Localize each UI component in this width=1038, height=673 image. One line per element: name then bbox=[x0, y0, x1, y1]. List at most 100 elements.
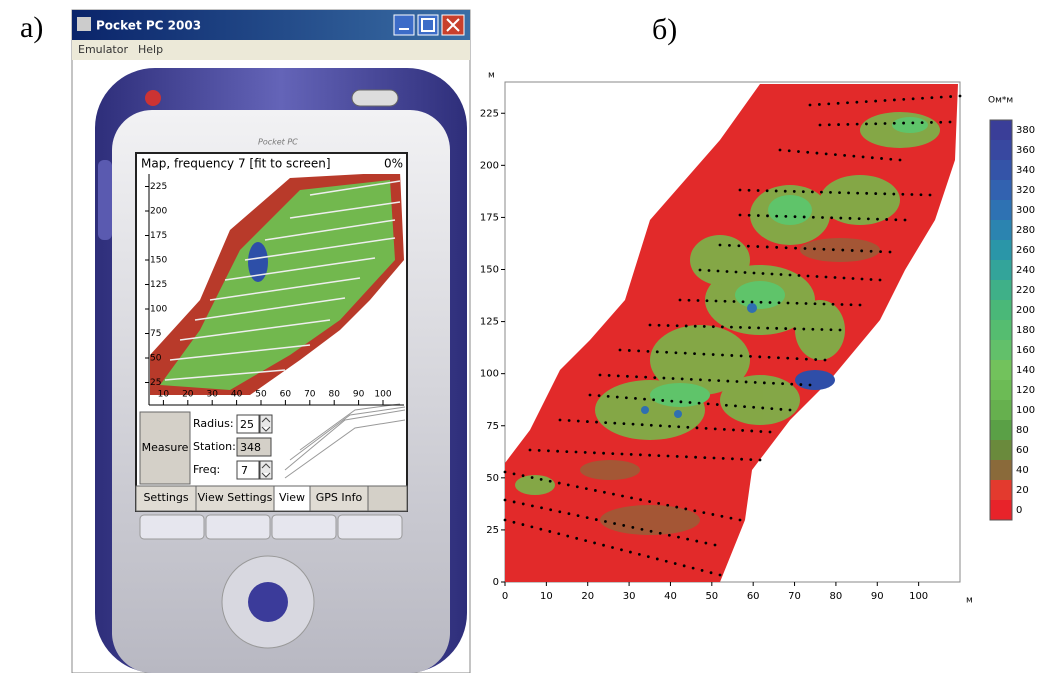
screen-y-tick-label: 225 bbox=[150, 182, 167, 192]
measurement-point bbox=[852, 155, 855, 158]
measurement-point bbox=[721, 326, 724, 329]
measurement-point bbox=[740, 355, 743, 358]
nav-center[interactable] bbox=[248, 582, 288, 622]
measurement-point bbox=[683, 564, 686, 567]
measurement-point bbox=[852, 277, 855, 280]
measurement-point bbox=[830, 328, 833, 331]
x-tick-label: 0 bbox=[502, 591, 508, 602]
hw-button[interactable] bbox=[272, 515, 336, 539]
measurement-point bbox=[734, 405, 737, 408]
measurement-point bbox=[685, 325, 688, 328]
colorbar-segment bbox=[990, 380, 1012, 400]
measurement-point bbox=[714, 544, 717, 547]
measurement-point bbox=[865, 100, 868, 103]
measurement-point bbox=[805, 358, 808, 361]
colorbar-segment bbox=[990, 340, 1012, 360]
measurement-point bbox=[694, 325, 697, 328]
measurement-point bbox=[513, 501, 516, 504]
colorbar-label: 40 bbox=[1016, 465, 1029, 476]
tab-label: View Settings bbox=[198, 491, 273, 504]
measurement-point bbox=[949, 121, 952, 124]
menu-item[interactable]: Help bbox=[138, 43, 163, 56]
screen-y-tick-label: 100 bbox=[150, 305, 167, 315]
side-buttons[interactable] bbox=[98, 160, 112, 240]
x-tick-label: 30 bbox=[623, 591, 636, 602]
measurement-point bbox=[929, 194, 932, 197]
colorbar-label: 120 bbox=[1016, 385, 1035, 396]
measurement-point bbox=[665, 560, 668, 563]
measurement-point bbox=[667, 324, 670, 327]
figure: а) б) Pocket PC 2003 Emulator Help Pocke… bbox=[0, 0, 1038, 673]
measurement-point bbox=[703, 456, 706, 459]
measurement-point bbox=[639, 498, 642, 501]
measurement-point bbox=[641, 423, 644, 426]
power-button[interactable] bbox=[352, 90, 398, 106]
measurement-point bbox=[832, 303, 835, 306]
measurement-point bbox=[744, 271, 747, 274]
hw-button[interactable] bbox=[338, 515, 402, 539]
measurement-point bbox=[559, 419, 562, 422]
window-title: Pocket PC 2003 bbox=[96, 19, 201, 33]
measurement-point bbox=[710, 571, 713, 574]
measurement-point bbox=[659, 532, 662, 535]
measurement-point bbox=[589, 394, 592, 397]
measurement-point bbox=[775, 215, 778, 218]
colorbar-segment bbox=[990, 120, 1012, 140]
measurement-point bbox=[855, 101, 858, 104]
measurement-point bbox=[639, 453, 642, 456]
measurement-point bbox=[772, 382, 775, 385]
measurement-point bbox=[730, 354, 733, 357]
measurement-point bbox=[879, 279, 882, 282]
x-tick-label: 80 bbox=[830, 591, 843, 602]
measurement-point bbox=[769, 431, 772, 434]
measurement-point bbox=[775, 327, 778, 330]
measurement-point bbox=[876, 218, 879, 221]
measurement-point bbox=[940, 96, 943, 99]
measurement-point bbox=[754, 381, 757, 384]
measurement-point bbox=[911, 193, 914, 196]
measurement-point bbox=[713, 457, 716, 460]
measurement-point bbox=[613, 522, 616, 525]
minimize-button[interactable] bbox=[394, 15, 414, 35]
measurement-point bbox=[739, 214, 742, 217]
x-tick-label: 60 bbox=[747, 591, 760, 602]
menu-item[interactable]: Emulator bbox=[78, 43, 128, 56]
tab-label: GPS Info bbox=[316, 491, 363, 504]
colorbar-segment bbox=[990, 140, 1012, 160]
measurement-point bbox=[827, 102, 830, 105]
measurement-point bbox=[730, 326, 733, 329]
measurement-point bbox=[675, 351, 678, 354]
measurement-point bbox=[884, 99, 887, 102]
measurement-point bbox=[577, 514, 580, 517]
measurement-point bbox=[814, 358, 817, 361]
record-button[interactable] bbox=[145, 90, 161, 106]
measurement-point bbox=[707, 402, 710, 405]
screen-x-tick-label: 90 bbox=[353, 390, 365, 400]
measure-button[interactable]: Measure bbox=[142, 441, 189, 454]
colorbar-label: 240 bbox=[1016, 265, 1035, 276]
measurement-point bbox=[708, 269, 711, 272]
measurement-point bbox=[893, 122, 896, 125]
measurement-point bbox=[724, 300, 727, 303]
measurement-point bbox=[902, 98, 905, 101]
measurement-point bbox=[711, 513, 714, 516]
measurement-point bbox=[904, 219, 907, 222]
measurement-point bbox=[650, 530, 653, 533]
measurement-point bbox=[862, 156, 865, 159]
measurement-point bbox=[722, 457, 725, 460]
measurement-point bbox=[681, 378, 684, 381]
measurement-point bbox=[689, 401, 692, 404]
hw-button[interactable] bbox=[206, 515, 270, 539]
measurement-point bbox=[860, 249, 863, 252]
measurement-point bbox=[793, 327, 796, 330]
measurement-point bbox=[611, 452, 614, 455]
measurement-point bbox=[829, 191, 832, 194]
measurement-point bbox=[602, 452, 605, 455]
measurement-point bbox=[794, 215, 797, 218]
measurement-point bbox=[741, 429, 744, 432]
hw-button[interactable] bbox=[140, 515, 204, 539]
colorbar-label: 300 bbox=[1016, 205, 1035, 216]
measurement-point bbox=[759, 430, 762, 433]
colorbar-title: Ом*м bbox=[988, 96, 1013, 106]
measurement-point bbox=[766, 189, 769, 192]
